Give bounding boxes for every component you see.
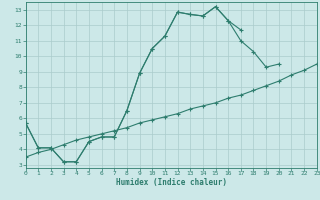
- X-axis label: Humidex (Indice chaleur): Humidex (Indice chaleur): [116, 178, 227, 187]
